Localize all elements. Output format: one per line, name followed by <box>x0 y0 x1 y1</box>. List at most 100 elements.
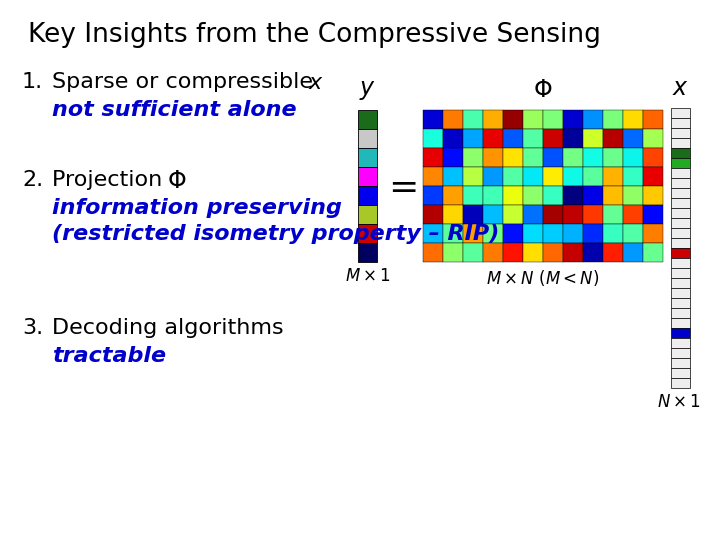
Bar <box>643 148 663 167</box>
Bar <box>523 186 543 205</box>
Bar <box>443 243 463 262</box>
Bar <box>671 368 690 378</box>
Bar <box>583 129 603 148</box>
Text: 1.: 1. <box>22 72 43 92</box>
Bar <box>643 167 663 186</box>
Bar <box>583 224 603 243</box>
Bar <box>483 129 503 148</box>
Bar <box>583 205 603 224</box>
Bar <box>543 224 563 243</box>
Bar <box>463 205 483 224</box>
Bar <box>503 224 523 243</box>
Text: Projection: Projection <box>52 170 169 190</box>
Bar <box>671 278 690 288</box>
Bar <box>671 328 690 338</box>
Bar <box>671 258 690 268</box>
Bar <box>423 110 443 129</box>
Bar <box>623 243 643 262</box>
Bar <box>563 205 583 224</box>
Bar <box>583 110 603 129</box>
Text: Sparse or compressible: Sparse or compressible <box>52 72 320 92</box>
Text: $\Phi$: $\Phi$ <box>534 79 553 102</box>
Bar <box>483 243 503 262</box>
Bar <box>503 205 523 224</box>
Bar <box>643 243 663 262</box>
Bar <box>671 338 690 348</box>
Bar <box>671 118 690 128</box>
Text: $M \times N\ (M < N)$: $M \times N\ (M < N)$ <box>486 268 600 288</box>
Text: Key Insights from the Compressive Sensing: Key Insights from the Compressive Sensin… <box>28 22 601 48</box>
Bar <box>463 148 483 167</box>
Text: 3.: 3. <box>22 318 43 338</box>
Bar <box>671 228 690 238</box>
Bar <box>443 224 463 243</box>
Bar <box>463 110 483 129</box>
Bar <box>358 148 377 167</box>
Bar <box>463 129 483 148</box>
Bar <box>671 218 690 228</box>
Text: Decoding algorithms: Decoding algorithms <box>52 318 284 338</box>
Bar <box>358 205 377 224</box>
Bar <box>503 243 523 262</box>
Bar <box>603 148 623 167</box>
Text: not sufficient alone: not sufficient alone <box>52 100 297 120</box>
Bar <box>523 110 543 129</box>
Bar <box>623 167 643 186</box>
Bar <box>583 167 603 186</box>
Bar <box>623 186 643 205</box>
Bar <box>423 186 443 205</box>
Text: $N \times 1$: $N \times 1$ <box>657 394 701 411</box>
Bar <box>523 129 543 148</box>
Bar <box>443 129 463 148</box>
Bar <box>443 110 463 129</box>
Bar <box>543 243 563 262</box>
Bar <box>671 318 690 328</box>
Text: $M \times 1$: $M \times 1$ <box>345 268 390 285</box>
Bar <box>523 205 543 224</box>
Bar <box>671 378 690 388</box>
Bar <box>358 129 377 148</box>
Bar <box>503 148 523 167</box>
Bar <box>623 224 643 243</box>
Bar <box>503 186 523 205</box>
Bar <box>543 186 563 205</box>
Bar <box>643 186 663 205</box>
Bar <box>563 110 583 129</box>
Text: (restricted isometry property – RIP): (restricted isometry property – RIP) <box>52 224 499 244</box>
Bar <box>463 224 483 243</box>
Bar <box>443 167 463 186</box>
Bar <box>671 148 690 158</box>
Bar <box>543 167 563 186</box>
Bar <box>671 358 690 368</box>
Bar <box>503 110 523 129</box>
Bar <box>623 148 643 167</box>
Bar <box>563 148 583 167</box>
Bar <box>543 129 563 148</box>
Bar <box>483 205 503 224</box>
Bar <box>643 129 663 148</box>
Bar <box>603 224 623 243</box>
Bar <box>671 208 690 218</box>
Text: $x$: $x$ <box>672 77 689 100</box>
Bar <box>483 148 503 167</box>
Bar <box>463 186 483 205</box>
Text: tractable: tractable <box>52 346 166 366</box>
Bar <box>523 224 543 243</box>
Bar <box>503 129 523 148</box>
Bar <box>483 186 503 205</box>
Bar <box>671 138 690 148</box>
Bar <box>583 243 603 262</box>
Bar <box>671 288 690 298</box>
Text: 2.: 2. <box>22 170 43 190</box>
Bar <box>423 129 443 148</box>
Bar <box>443 205 463 224</box>
Bar <box>583 186 603 205</box>
Bar <box>671 298 690 308</box>
Bar <box>563 224 583 243</box>
Bar <box>603 243 623 262</box>
Bar <box>671 128 690 138</box>
Bar <box>523 167 543 186</box>
Bar <box>358 110 377 129</box>
Bar <box>583 148 603 167</box>
Bar <box>423 224 443 243</box>
